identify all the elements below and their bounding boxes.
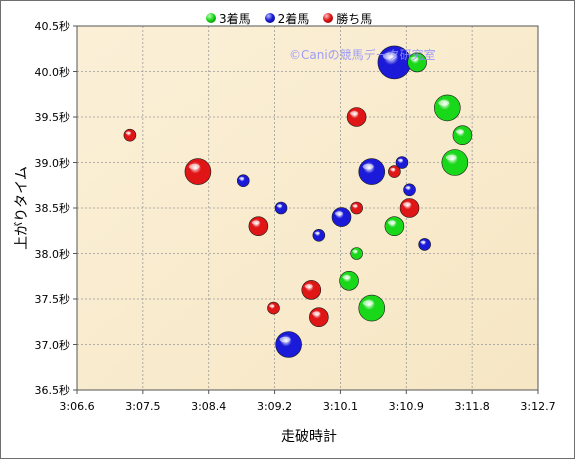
y-tick-label: 40.0秒 [34, 65, 71, 79]
x-tick-label: 3:12.7 [520, 400, 556, 413]
point-highlight [279, 336, 291, 343]
point-2nd-place [358, 158, 386, 185]
point-highlight [314, 231, 320, 235]
point-highlight [445, 154, 457, 161]
point-2nd-place [312, 229, 326, 242]
point-highlight [405, 186, 411, 189]
point-highlight [276, 204, 282, 208]
point-2nd-place [274, 201, 288, 215]
point-highlight [239, 177, 245, 180]
watermark: ©Caniの競馬データ研究室 [289, 48, 436, 62]
point-3rd-place [384, 216, 405, 236]
x-tick-label: 3:08.4 [191, 400, 227, 413]
x-tick-label: 3:06.6 [59, 400, 95, 413]
point-highlight [438, 100, 450, 106]
y-axis-title: 上がりタイム [14, 166, 30, 250]
point-winner [301, 280, 322, 300]
point-3rd-place [441, 149, 469, 176]
point-3rd-place [452, 125, 473, 145]
point-2nd-place [331, 207, 352, 227]
point-2nd-place [418, 238, 431, 251]
point-highlight [455, 129, 464, 134]
point-winner [248, 216, 269, 236]
legend-item-3rd: 3着馬 [206, 10, 251, 27]
y-tick-label: 36.5秒 [34, 384, 71, 397]
x-axis-title: 走破時計 [281, 429, 337, 445]
y-tick-label: 39.5秒 [34, 111, 71, 124]
point-highlight [352, 249, 358, 253]
point-highlight [410, 56, 419, 61]
point-highlight [349, 111, 358, 116]
y-tick-label: 37.0秒 [34, 338, 71, 352]
point-highlight [269, 304, 275, 308]
y-tick-label: 38.5秒 [34, 202, 71, 215]
point-highlight [362, 300, 374, 307]
point-highlight [420, 240, 426, 244]
legend-marker-2nd [264, 13, 275, 23]
point-highlight [312, 311, 321, 316]
point-highlight [352, 204, 358, 208]
point-2nd-place [403, 183, 416, 197]
point-winner [346, 107, 367, 127]
point-winner [350, 201, 363, 215]
point-highlight [387, 220, 396, 225]
point-highlight [251, 220, 260, 225]
point-winner [309, 307, 329, 328]
point-3rd-place [358, 294, 386, 322]
x-tick-label: 3:11.8 [454, 400, 490, 413]
legend: 3着馬 2着馬 勝ち馬 [206, 10, 372, 26]
point-highlight [382, 52, 397, 60]
point-winner [388, 165, 401, 178]
point-winner [399, 198, 420, 218]
legend-item-winner: 勝ち馬 [323, 10, 372, 27]
point-2nd-place [275, 331, 302, 358]
legend-marker-winner [323, 13, 334, 23]
point-highlight [402, 202, 411, 207]
y-tick-label: 37.5秒 [34, 293, 71, 306]
point-highlight [390, 168, 396, 171]
legend-label-winner: 勝ち馬 [336, 11, 373, 26]
point-highlight [334, 211, 343, 216]
point-highlight [188, 163, 200, 170]
point-highlight [342, 275, 351, 280]
legend-label-3rd: 3着馬 [219, 11, 251, 26]
point-winner [184, 158, 212, 185]
x-tick-label: 3:09.2 [256, 400, 293, 413]
point-3rd-place [434, 94, 461, 122]
x-tick-label: 3:07.5 [125, 400, 161, 413]
x-tick-label: 3:10.1 [322, 400, 359, 413]
point-highlight [304, 284, 313, 289]
x-tick-label: 3:10.9 [388, 400, 424, 413]
point-highlight [362, 163, 374, 170]
point-highlight [125, 131, 131, 135]
y-tick-label: 38.0秒 [34, 247, 71, 261]
point-3rd-place [339, 270, 359, 291]
point-winner [267, 301, 280, 315]
legend-marker-3rd [206, 13, 216, 23]
point-highlight [397, 158, 403, 162]
legend-label-2nd: 2着馬 [277, 11, 310, 26]
point-winner [123, 128, 137, 142]
y-tick-label: 40.5秒 [34, 20, 71, 33]
point-3rd-place [350, 247, 363, 260]
y-tick-label: 39.0秒 [34, 156, 71, 170]
legend-item-2nd: 2着馬 [264, 10, 310, 27]
point-2nd-place [236, 174, 250, 187]
